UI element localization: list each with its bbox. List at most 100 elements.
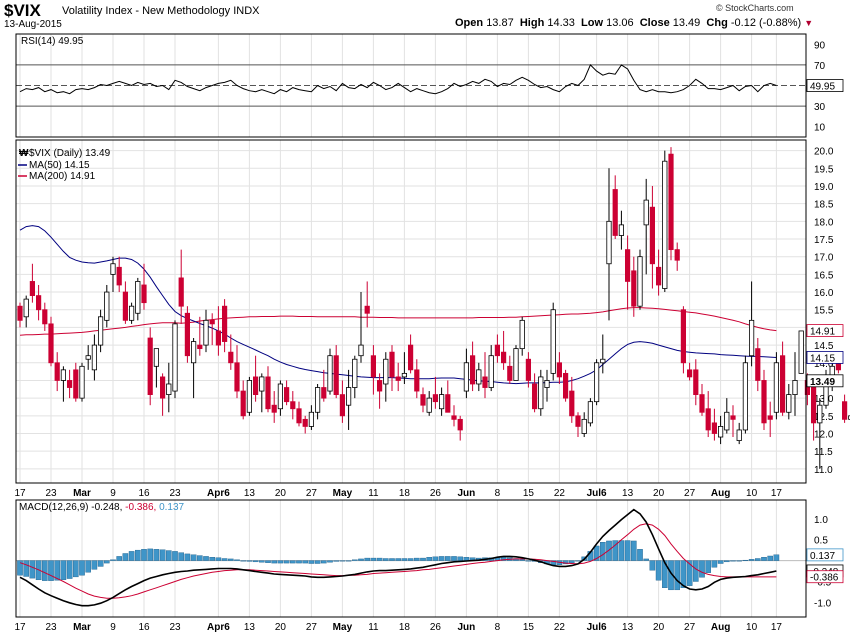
candlestick — [221, 299, 228, 353]
candlestick — [426, 391, 432, 416]
candle-body — [594, 362, 600, 403]
macd-signal-line — [19, 523, 777, 599]
candle-body — [476, 369, 482, 385]
candlestick — [687, 362, 693, 381]
macd-tick-label: 0.5 — [814, 536, 828, 547]
candle-body — [432, 394, 439, 403]
candlestick — [283, 380, 290, 406]
candlestick — [122, 281, 128, 324]
candle-body — [60, 369, 67, 381]
candlestick — [656, 249, 662, 296]
candlestick — [395, 362, 401, 392]
candlestick — [159, 373, 166, 416]
candlestick — [98, 309, 104, 353]
candle-body — [172, 323, 178, 392]
date-axis-bottom: 17 23 Mar 9 16 23 Apr6 13 20 27 May 11 18 26 Jun 8 15 22 J… — [14, 622, 782, 633]
ohlc-summary: Open 13.87 High 14.33 Low 13.06 Close 13… — [455, 17, 813, 29]
candle-body — [54, 362, 60, 381]
candlestick — [203, 309, 209, 353]
macd-histogram-bar — [655, 560, 662, 581]
candle-body — [116, 266, 122, 286]
macd-histogram-bar — [693, 560, 699, 582]
macd-histogram-bar — [761, 557, 767, 561]
macd-histogram-bar — [352, 559, 358, 561]
date-label: 9 — [110, 622, 116, 633]
candle-body — [345, 387, 352, 406]
brand-watermark: © StockCharts.com — [716, 3, 794, 13]
date-label: Jul6 — [587, 488, 607, 499]
candlestick — [290, 391, 296, 420]
macd-histogram-bar — [221, 558, 228, 561]
macd-histogram-bar — [79, 560, 85, 576]
macd-histogram-bar — [414, 557, 420, 561]
candle-body — [203, 319, 209, 346]
candle-body — [221, 305, 228, 342]
candle-body — [612, 189, 618, 236]
candlestick — [54, 352, 60, 392]
macd-histogram-bar — [438, 556, 445, 561]
candle-body — [240, 390, 246, 417]
macd-histogram-bar — [383, 558, 389, 561]
candlestick — [674, 242, 680, 271]
rsi-last-value-tag-box — [806, 79, 844, 92]
candlestick — [749, 281, 755, 367]
candle-body — [401, 372, 408, 378]
legend-candle-icon: ₩ — [19, 148, 29, 159]
low-value: 13.06 — [606, 17, 634, 29]
candle-body — [742, 362, 749, 431]
candle-body — [128, 305, 135, 321]
macd-histogram-bar — [246, 560, 253, 562]
price-last-value-tag: 14.91 — [810, 327, 835, 338]
candlestick — [42, 302, 48, 331]
change-label: Chg — [706, 17, 728, 29]
macd-histogram-bar — [600, 542, 606, 561]
candlestick — [73, 362, 79, 402]
candle-body — [445, 394, 451, 413]
macd-histogram-bar — [736, 560, 742, 562]
macd-last-value-tag: -0.386 — [810, 573, 839, 584]
macd-histogram-bar — [649, 560, 656, 571]
candlestick — [649, 185, 656, 289]
candlestick — [116, 256, 122, 293]
date-label: 27 — [684, 488, 696, 499]
candle-body — [724, 411, 730, 431]
candlestick — [345, 369, 352, 430]
candle-body — [228, 351, 234, 364]
high-value: 14.33 — [547, 17, 575, 29]
candle-body — [575, 415, 581, 427]
date-label: 23 — [45, 488, 57, 499]
macd-histogram-bar — [227, 558, 234, 561]
candlestick — [519, 316, 525, 356]
date-label: 10 — [746, 488, 758, 499]
candle-body — [649, 206, 656, 265]
candlestick — [364, 281, 370, 328]
candlestick — [79, 362, 85, 402]
open-label: Open — [455, 17, 484, 29]
price-tick-label: 11.5 — [814, 447, 833, 458]
macd-histogram-bar — [717, 560, 724, 564]
candle-body — [370, 355, 377, 378]
candlestick — [780, 341, 786, 416]
date-label: May — [333, 622, 353, 633]
date-label: 22 — [554, 488, 566, 499]
date-label: Mar — [73, 488, 91, 499]
macd-histogram-bar — [314, 560, 321, 564]
macd-histogram-bar — [296, 560, 302, 564]
candlestick — [246, 376, 252, 416]
candle-body — [333, 355, 339, 395]
candle-body — [79, 365, 85, 399]
candle-body — [687, 369, 693, 378]
ma200-line — [19, 307, 777, 336]
legend-ma200: MA(200) 14.91 — [29, 171, 96, 182]
candlestick — [476, 362, 482, 392]
candlestick — [587, 398, 594, 427]
candle-body — [842, 401, 848, 420]
macd-histogram-bar — [401, 558, 408, 561]
candlestick — [606, 168, 612, 321]
date-label: 15 — [523, 488, 535, 499]
date-label: 20 — [653, 622, 665, 633]
candle-body — [538, 376, 544, 410]
rsi-title: RSI(14) 49.95 — [21, 36, 84, 47]
legend-ma50: MA(50) 14.15 — [29, 160, 90, 171]
rsi-tick-label: 30 — [814, 102, 826, 113]
